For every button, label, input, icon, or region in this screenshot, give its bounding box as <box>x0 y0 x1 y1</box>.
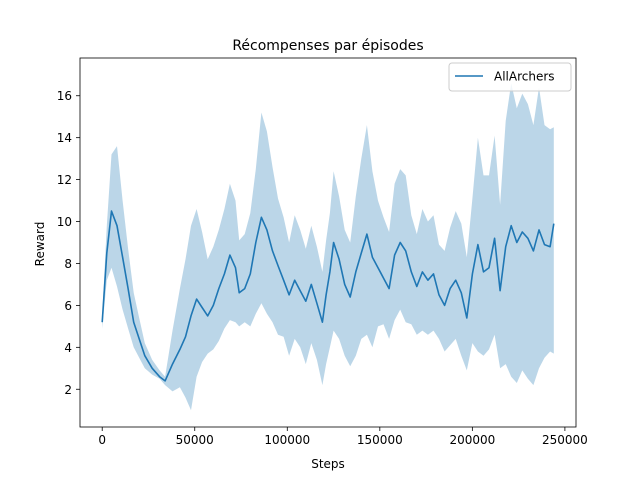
x-tick-label: 0 <box>98 433 106 447</box>
x-axis: 0 50000 100000 150000 200000 250000 <box>98 427 588 447</box>
y-tick-label: 10 <box>57 215 72 229</box>
y-tick-label: 16 <box>57 89 72 103</box>
y-tick-label: 2 <box>64 383 72 397</box>
x-tick-label: 200000 <box>449 433 495 447</box>
plot-area <box>101 83 555 411</box>
y-tick-label: 8 <box>64 257 72 271</box>
legend-label-allarchers: AllArchers <box>494 70 555 84</box>
y-tick-label: 6 <box>64 299 72 313</box>
y-axis: 2 4 6 8 10 12 14 16 <box>57 89 80 397</box>
y-tick-label: 4 <box>64 341 72 355</box>
series-line-allarchers <box>101 210 555 382</box>
y-axis-label: Reward <box>33 222 47 267</box>
y-tick-label: 12 <box>57 173 72 187</box>
legend: AllArchers <box>448 62 572 92</box>
x-tick-label: 150000 <box>357 433 403 447</box>
chart-title: Récompenses par épisodes <box>232 38 423 54</box>
x-axis-label: Steps <box>311 457 345 471</box>
axes-frame <box>79 57 577 428</box>
y-tick-label: 14 <box>57 131 72 145</box>
std-band <box>102 83 554 411</box>
x-tick-label: 250000 <box>542 433 588 447</box>
legend-box <box>448 62 572 92</box>
x-tick-label: 100000 <box>264 433 310 447</box>
x-tick-label: 50000 <box>176 433 214 447</box>
